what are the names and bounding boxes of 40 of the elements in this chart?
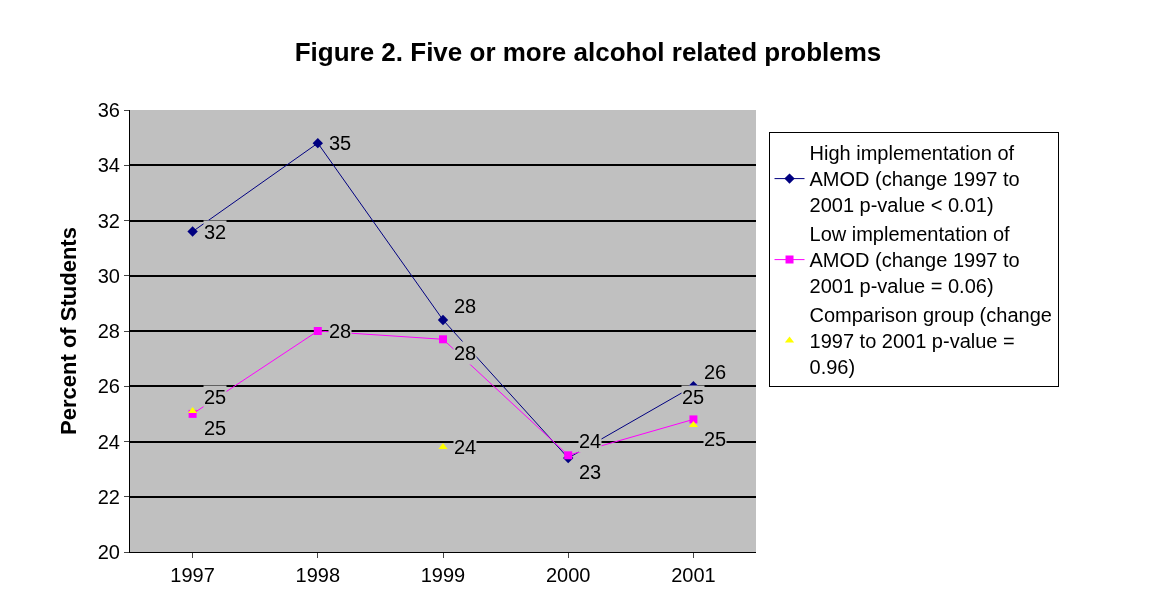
data-label: 28 (454, 295, 477, 317)
y-tick-label: 36 (97, 99, 120, 121)
data-label: 25 (204, 386, 227, 408)
data-label: 25 (204, 417, 227, 439)
point (187, 226, 198, 237)
point (689, 415, 698, 424)
y-tick-label: 22 (97, 485, 120, 508)
x-tick-label: 1999 (420, 564, 466, 586)
data-label: 24 (454, 436, 477, 458)
point (312, 137, 323, 149)
data-label: 28 (329, 320, 352, 342)
y-tick-label: 30 (97, 264, 120, 287)
point (439, 335, 447, 344)
x-tick-label: 1997 (170, 564, 215, 586)
y-tick-label: 32 (97, 209, 120, 232)
legend-label: Low implementation of AMOD (change 1997 to 2001 p-value = 0.06) (809, 223, 1020, 298)
point (564, 451, 573, 460)
y-tick-label: 24 (97, 430, 120, 453)
data-label: 25 (682, 386, 705, 408)
y-axis-title: Percent of Students (56, 227, 81, 435)
legend-label: High implementation of AMOD (change 1997 to 2001 p-value < 0.01) (809, 142, 1020, 217)
point (438, 443, 448, 450)
chart-title: Figure 2. Five or more alcohol related problems (294, 37, 882, 68)
data-label: 26 (704, 361, 727, 383)
point (313, 327, 322, 335)
data-label: 25 (704, 428, 727, 450)
x-tick-label: 2001 (671, 564, 716, 586)
y-tick-label: 28 (97, 320, 120, 342)
data-label: 28 (454, 342, 477, 364)
y-tick-label: 34 (97, 154, 120, 177)
data-label: 35 (329, 132, 352, 154)
legend-label: Comparison group (change 1997 to 2001 p-value = 0.96) (809, 304, 1052, 379)
y-tick-label: 20 (97, 541, 120, 563)
data-label: 32 (204, 221, 227, 243)
point (437, 314, 449, 326)
x-tick-label: 1998 (295, 564, 341, 586)
x-tick-label: 2000 (545, 564, 591, 586)
data-label: 24 (579, 430, 602, 452)
y-tick-label: 26 (97, 375, 120, 398)
data-label: 23 (579, 461, 602, 483)
